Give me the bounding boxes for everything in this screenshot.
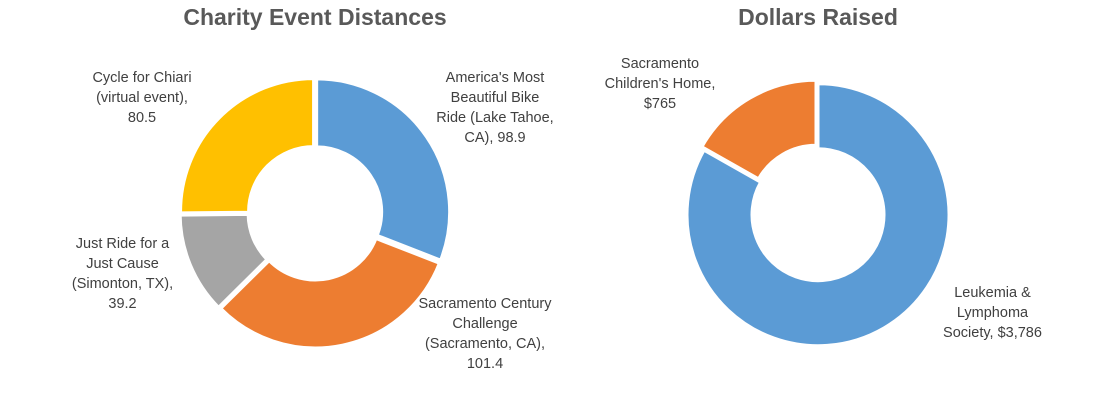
data-label-childrens-home: Sacramento Children's Home, $765 [604, 56, 716, 112]
donut-slice-0-0 [315, 77, 452, 263]
data-label-just-ride: Just Ride for a Just Cause (Simonton, TX… [71, 236, 174, 312]
data-label-leukemia: Leukemia & Lymphoma Society, $3,786 [943, 285, 1042, 341]
donut-slice-1-0 [685, 82, 951, 348]
donut-slice-0-1 [218, 236, 442, 350]
chart-title-distances: Charity Event Distances [183, 4, 447, 30]
data-label-cycle-for-chiari: Cycle for Chiari (virtual event), 80.5 [92, 70, 192, 126]
donut-slice-0-3 [179, 77, 316, 215]
donut-slice-1-1 [699, 78, 818, 181]
chart-title-dollars: Dollars Raised [738, 4, 898, 30]
data-label-sacramento-century: Sacramento Century Challenge (Sacramento… [418, 296, 552, 372]
donut-slice-0-2 [178, 212, 270, 310]
data-label-americas-most-beautiful: America's Most Beautiful Bike Ride (Lake… [436, 70, 554, 146]
